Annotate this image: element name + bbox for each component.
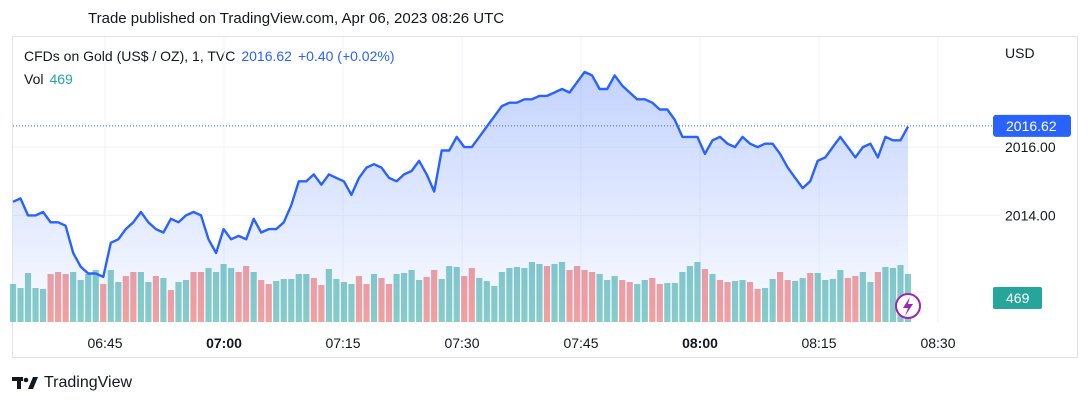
- y-tick-label: 2014.00: [1005, 207, 1056, 223]
- volume-value: 469: [49, 71, 73, 87]
- x-tick-label: 07:00: [206, 335, 242, 351]
- y-tick-label: 2016.00: [1005, 139, 1056, 155]
- last-price-tag: 2016.62: [993, 114, 1071, 137]
- price-line: [12, 70, 910, 279]
- x-tick-label: 07:45: [563, 335, 598, 351]
- volume-legend: Vol 469: [24, 71, 73, 87]
- brand-name: TradingView: [44, 374, 133, 391]
- x-axis-ticks: 06:45 07:00 07:15 07:30 07:45 08:00 08:15 08:30: [87, 335, 955, 351]
- tradingview-brand[interactable]: TradingView: [12, 374, 132, 392]
- legend-price: 2016.62: [241, 48, 292, 64]
- x-tick-label: 08:15: [801, 335, 836, 351]
- volume-label: Vol: [24, 71, 44, 87]
- last-volume-tag: 469: [993, 287, 1042, 309]
- currency-label: USD: [1005, 45, 1035, 61]
- x-tick-label: 06:45: [87, 335, 122, 351]
- y-axis-ticks: 2016.00 2014.00: [1005, 139, 1056, 223]
- last-price-tag-text: 2016.62: [1006, 118, 1057, 134]
- lightning-icon[interactable]: [895, 293, 921, 319]
- last-volume-tag-text: 469: [1006, 290, 1030, 306]
- x-tick-label: 07:15: [325, 335, 360, 351]
- x-tick-label: 07:30: [444, 335, 479, 351]
- legend-change: +0.40 (+0.02%): [297, 48, 395, 64]
- x-tick-label: 08:00: [682, 335, 718, 351]
- published-caption: Trade published on TradingView.com, Apr …: [88, 10, 505, 27]
- chart-frame[interactable]: [12, 36, 1078, 358]
- tradingview-logo-icon: [12, 377, 38, 389]
- x-tick-label: 08:30: [920, 335, 955, 351]
- chart-legend: CFDs on Gold (US$ / OZ), 1, TVC 2016.62 +0…: [24, 48, 394, 64]
- price-area: [13, 72, 908, 322]
- symbol-label: CFDs on Gold (US$ / OZ), 1, TVC: [24, 48, 236, 64]
